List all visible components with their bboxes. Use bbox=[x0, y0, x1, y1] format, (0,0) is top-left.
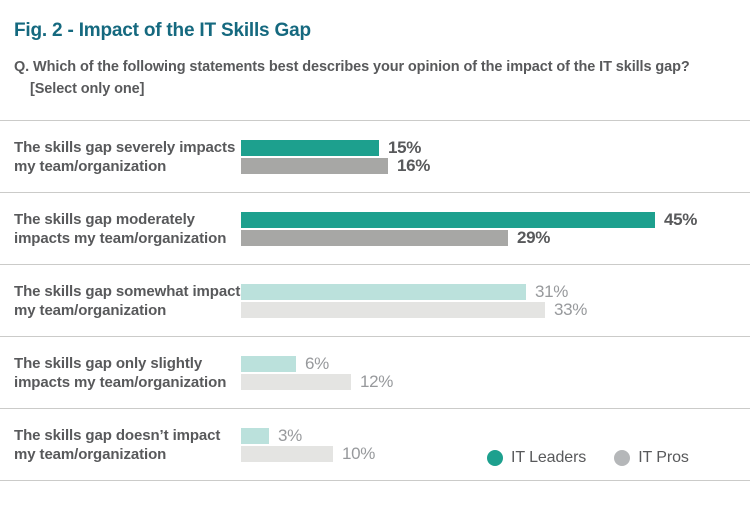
question-prefix: Q. bbox=[14, 59, 30, 75]
bar-group: 45% 29% bbox=[241, 209, 750, 247]
survey-question: Q. Which of the following statements bes… bbox=[14, 56, 690, 100]
value-label-it-pros: 29% bbox=[517, 227, 551, 247]
bar-it-leaders bbox=[241, 139, 379, 156]
bar-line-it-leaders: 3% bbox=[241, 425, 750, 445]
bar-row: The skills gap only slightly impacts my t… bbox=[0, 336, 750, 408]
value-label-it-pros: 16% bbox=[397, 155, 431, 175]
it-pros-dot-icon bbox=[614, 450, 631, 466]
chart-legend: IT Leaders IT Pros bbox=[487, 449, 689, 467]
value-label-it-leaders: 15% bbox=[388, 137, 422, 157]
bar-line-it-pros: 29% bbox=[241, 227, 750, 247]
bar-group: 31% 33% bbox=[241, 281, 750, 319]
category-label: The skills gap moderately impacts my team… bbox=[14, 210, 227, 247]
bar-it-pros bbox=[241, 157, 388, 174]
bar-line-it-leaders: 45% bbox=[241, 209, 750, 229]
chart-rows: The skills gap severely impacts my team/o… bbox=[0, 120, 750, 481]
value-label-it-leaders: 31% bbox=[535, 281, 569, 301]
bar-chart: The skills gap severely impacts my team/o… bbox=[0, 120, 750, 481]
bar-it-pros bbox=[241, 229, 508, 246]
question-instruction: [Select only one] bbox=[30, 81, 145, 97]
bar-it-leaders bbox=[241, 427, 269, 444]
bar-it-leaders bbox=[241, 355, 296, 372]
figure-title: Fig. 2 - Impact of the IT Skills Gap bbox=[14, 20, 311, 41]
value-label-it-pros: 10% bbox=[342, 443, 376, 463]
value-label-it-leaders: 6% bbox=[305, 353, 329, 373]
bar-row: The skills gap doesn’t impact my team/org… bbox=[0, 408, 750, 480]
bar-line-it-pros: 33% bbox=[241, 299, 750, 319]
bar-line-it-pros: 16% bbox=[241, 155, 750, 175]
bar-it-leaders bbox=[241, 211, 655, 228]
bar-group: 3% 10% bbox=[241, 425, 750, 463]
bar-row: The skills gap somewhat impacts my team/o… bbox=[0, 264, 750, 336]
bar-it-pros bbox=[241, 445, 333, 462]
value-label-it-leaders: 45% bbox=[664, 209, 698, 229]
value-label-it-pros: 12% bbox=[360, 371, 394, 391]
category-label: The skills gap severely impacts my team/o… bbox=[14, 138, 236, 175]
category-label: The skills gap doesn’t impact my team/org… bbox=[14, 426, 221, 463]
legend-item-it-leaders: IT Leaders bbox=[487, 449, 586, 467]
bar-group: 15% 16% bbox=[241, 137, 750, 175]
question-text: Which of the following statements best d… bbox=[33, 59, 690, 75]
bar-row: The skills gap moderately impacts my team… bbox=[0, 192, 750, 264]
legend-item-it-pros: IT Pros bbox=[614, 449, 689, 467]
bar-line-it-pros: 10% bbox=[241, 443, 750, 463]
it-leaders-dot-icon bbox=[487, 450, 503, 466]
category-label: The skills gap only slightly impacts my t… bbox=[14, 354, 227, 391]
legend-label-it-pros: IT Pros bbox=[638, 449, 689, 466]
bar-line-it-leaders: 31% bbox=[241, 281, 750, 301]
bar-group: 6% 12% bbox=[241, 353, 750, 391]
value-label-it-leaders: 3% bbox=[278, 425, 302, 445]
bar-it-leaders bbox=[241, 283, 526, 300]
bar-row: The skills gap severely impacts my team/o… bbox=[0, 120, 750, 192]
bar-line-it-pros: 12% bbox=[241, 371, 750, 391]
bar-it-pros bbox=[241, 301, 545, 318]
bar-line-it-leaders: 6% bbox=[241, 353, 750, 373]
bar-it-pros bbox=[241, 373, 351, 390]
bar-line-it-leaders: 15% bbox=[241, 137, 750, 157]
value-label-it-pros: 33% bbox=[554, 299, 588, 319]
legend-label-it-leaders: IT Leaders bbox=[511, 449, 587, 466]
category-label: The skills gap somewhat impacts my team/o… bbox=[14, 282, 249, 319]
